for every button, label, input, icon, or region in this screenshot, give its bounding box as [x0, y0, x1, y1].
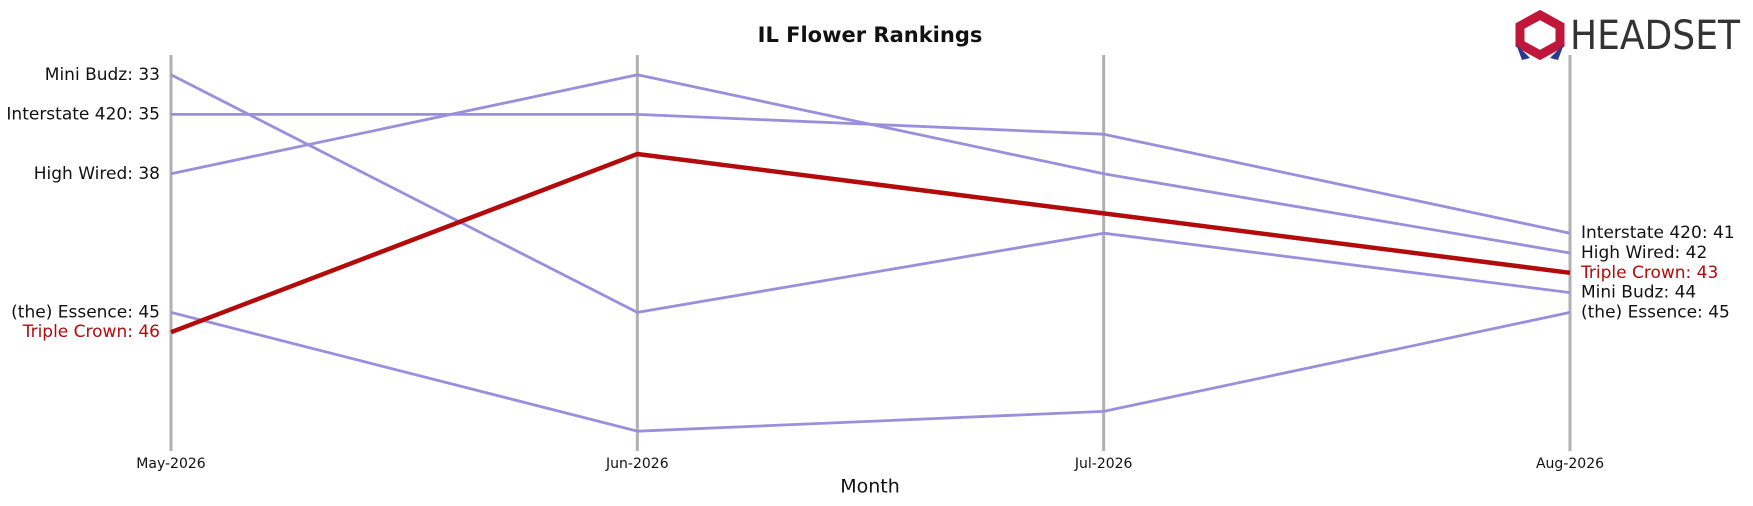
x-axis-title: Month — [840, 476, 900, 498]
data-label: (the) Essence: 45 — [11, 302, 160, 322]
logo: HEADSET — [1515, 9, 1740, 61]
data-label: Interstate 420: 41 — [1581, 223, 1735, 243]
data-label: Mini Budz: 44 — [1581, 283, 1696, 303]
logo-mark — [1515, 9, 1565, 61]
data-label: High Wired: 38 — [34, 164, 160, 184]
data-label: Triple Crown: 43 — [1580, 263, 1718, 283]
chart-title: IL Flower Rankings — [758, 23, 983, 47]
series-line — [170, 151, 1571, 335]
data-label: Interstate 420: 35 — [6, 104, 160, 124]
logo-mark — [1516, 44, 1530, 60]
x-tick-label: Aug-2026 — [1536, 456, 1604, 472]
logo-mark — [1550, 44, 1564, 60]
series-line — [170, 73, 1571, 314]
x-tick-label: Jun-2026 — [605, 456, 669, 472]
x-tick-label: May-2026 — [136, 456, 205, 472]
data-label: Mini Budz: 33 — [45, 65, 160, 85]
series-line — [170, 73, 1571, 255]
x-tick-label: Jul-2026 — [1074, 456, 1133, 472]
data-label: High Wired: 42 — [1581, 243, 1707, 263]
series-line — [170, 311, 1571, 433]
logo-text: HEADSET — [1570, 13, 1740, 59]
data-label: (the) Essence: 45 — [1581, 302, 1730, 322]
series-line — [171, 113, 1571, 235]
data-label: Triple Crown: 46 — [22, 322, 160, 342]
